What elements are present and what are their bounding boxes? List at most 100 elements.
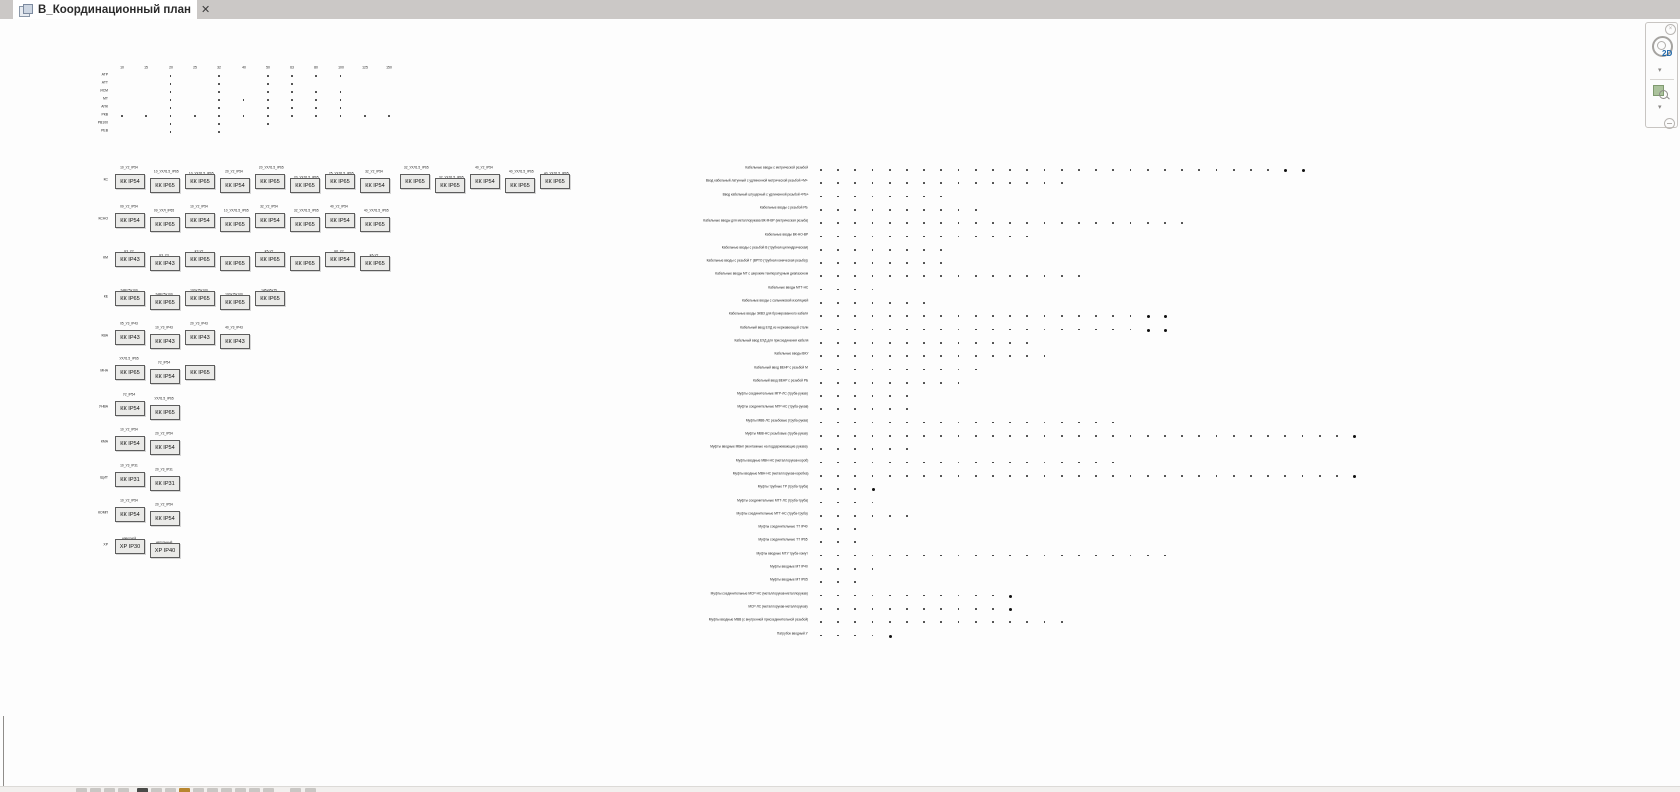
view-tab-active[interactable]: В_Координационный план ✕: [13, 0, 210, 19]
chevron-down-icon[interactable]: ▾: [1658, 67, 1662, 74]
matrix-dot: [1250, 169, 1252, 171]
junction-box[interactable]: КК IP65: [150, 405, 180, 420]
matrix-dot: [1009, 474, 1011, 477]
junction-box[interactable]: КК IP65: [220, 295, 250, 310]
junction-box[interactable]: КК IP65: [255, 291, 285, 306]
junction-box[interactable]: КК IP54: [185, 213, 215, 228]
junction-box[interactable]: КК IP54: [115, 401, 145, 416]
junction-box[interactable]: КК IP43: [115, 252, 145, 267]
junction-box[interactable]: КК IP43: [150, 256, 180, 271]
junction-box[interactable]: КК IP65: [220, 217, 250, 232]
junction-box[interactable]: КК IP65: [360, 217, 390, 232]
view-control-icon[interactable]: [104, 788, 115, 792]
junction-box[interactable]: КК IP65: [185, 291, 215, 306]
junction-box[interactable]: КК IP54: [470, 174, 500, 189]
junction-box[interactable]: КК IP65: [290, 256, 320, 271]
junction-box[interactable]: КК IP54: [115, 213, 145, 228]
mini-table-dot: [169, 107, 172, 109]
matrix-dot: [992, 328, 994, 331]
junction-box[interactable]: КК IP43: [150, 334, 180, 349]
gland-box-type-label: 10_У2_IP54: [190, 204, 208, 209]
matrix-dot: [888, 461, 891, 464]
view-control-icon[interactable]: [263, 788, 274, 792]
chevron-down-icon[interactable]: ▾: [1658, 104, 1662, 111]
drawing-canvas[interactable]: 10 15 20 25 32 40 50 63 80 100 125 150 АТР АТТ ИСМ МТ АП…: [0, 19, 1680, 786]
view-control-icon[interactable]: [118, 788, 129, 792]
junction-box[interactable]: КК IP65: [150, 178, 180, 193]
view-control-icon[interactable]: [90, 788, 101, 792]
junction-box[interactable]: КК IP65: [360, 256, 390, 271]
junction-box[interactable]: КК IP54: [115, 436, 145, 451]
junction-box[interactable]: КК IP65: [185, 365, 215, 380]
junction-box[interactable]: КК IP54: [150, 440, 180, 455]
view-control-icon[interactable]: [290, 788, 301, 792]
junction-box[interactable]: ХР IP30: [115, 539, 145, 554]
view-control-icon[interactable]: [165, 788, 176, 792]
junction-box[interactable]: КК IP54: [325, 252, 355, 267]
matrix-dot: [888, 395, 891, 397]
mini-table-dot: [339, 107, 342, 109]
junction-box[interactable]: КК IP65: [185, 174, 215, 189]
junction-box[interactable]: КК IP65: [290, 178, 320, 193]
view-control-icon[interactable]: [207, 788, 218, 792]
matrix-dot: [820, 474, 822, 477]
matrix-dot: [837, 421, 839, 424]
junction-box[interactable]: КК IP54: [255, 213, 285, 228]
gland-group-name: КМ: [103, 255, 108, 260]
junction-box[interactable]: КК IP43: [185, 330, 215, 345]
junction-box[interactable]: КК IP65: [150, 217, 180, 232]
junction-box[interactable]: КК IP43: [115, 330, 145, 345]
view-control-icon[interactable]: [305, 788, 316, 792]
junction-box[interactable]: КК IP54: [325, 213, 355, 228]
junction-box[interactable]: КК IP65: [115, 365, 145, 380]
view-control-bar[interactable]: [0, 786, 1680, 792]
junction-box[interactable]: КК IP43: [220, 334, 250, 349]
junction-box[interactable]: КК IP65: [255, 252, 285, 267]
junction-box[interactable]: КК IP54: [150, 369, 180, 384]
junction-box[interactable]: КК IP54: [115, 174, 145, 189]
junction-box[interactable]: КК IP65: [150, 295, 180, 310]
matrix-dot: [974, 355, 977, 357]
matrix-dot: [837, 501, 839, 504]
magnifier-icon[interactable]: [1659, 90, 1668, 99]
junction-box[interactable]: КК IP31: [150, 476, 180, 491]
detail-level-icon[interactable]: [137, 788, 148, 792]
junction-box[interactable]: КК IP65: [435, 178, 465, 193]
steering-wheel-2d-icon[interactable]: [1652, 36, 1673, 57]
minus-circle-icon[interactable]: [1664, 118, 1675, 129]
junction-box[interactable]: КК IP65: [185, 252, 215, 267]
junction-box[interactable]: КК IP65: [255, 174, 285, 189]
matrix-dot: [854, 182, 857, 185]
matrix-dot: [940, 421, 943, 424]
matrix-dot: [871, 248, 874, 251]
view-control-icon[interactable]: [235, 788, 246, 792]
junction-box[interactable]: КК IP65: [325, 174, 355, 189]
matrix-dot: [837, 581, 839, 584]
junction-box[interactable]: КК IP65: [290, 217, 320, 232]
view-control-icon[interactable]: [193, 788, 204, 792]
matrix-row-label: Муфты вводные МВВ (с внутренней присоеди…: [708, 617, 808, 622]
junction-box-label: КК IP54: [120, 440, 140, 447]
close-icon[interactable]: ×: [1665, 24, 1676, 35]
close-tab-icon[interactable]: ✕: [200, 4, 211, 16]
junction-box[interactable]: КК IP65: [505, 178, 535, 193]
sun-path-icon[interactable]: [179, 788, 190, 792]
junction-box[interactable]: КК IP65: [400, 174, 430, 189]
mini-table-dot: [364, 115, 366, 117]
junction-box[interactable]: КК IP54: [115, 507, 145, 522]
view-control-icon[interactable]: [249, 788, 260, 792]
junction-box[interactable]: КК IP65: [540, 174, 570, 189]
matrix-dot: [854, 421, 857, 424]
view-control-icon[interactable]: [76, 788, 87, 792]
junction-box[interactable]: КК IP54: [360, 178, 390, 193]
view-control-icon[interactable]: [151, 788, 162, 792]
junction-box[interactable]: КК IP31: [115, 472, 145, 487]
junction-box[interactable]: КК IP65: [115, 291, 145, 306]
view-control-icon[interactable]: [221, 788, 232, 792]
junction-box[interactable]: КК IP54: [220, 178, 250, 193]
matrix-dot: [974, 474, 977, 477]
junction-box[interactable]: КК IP65: [220, 256, 250, 271]
junction-box[interactable]: ХР IP40: [150, 543, 180, 558]
mini-table-dot: [266, 83, 269, 85]
junction-box[interactable]: КК IP54: [150, 511, 180, 526]
